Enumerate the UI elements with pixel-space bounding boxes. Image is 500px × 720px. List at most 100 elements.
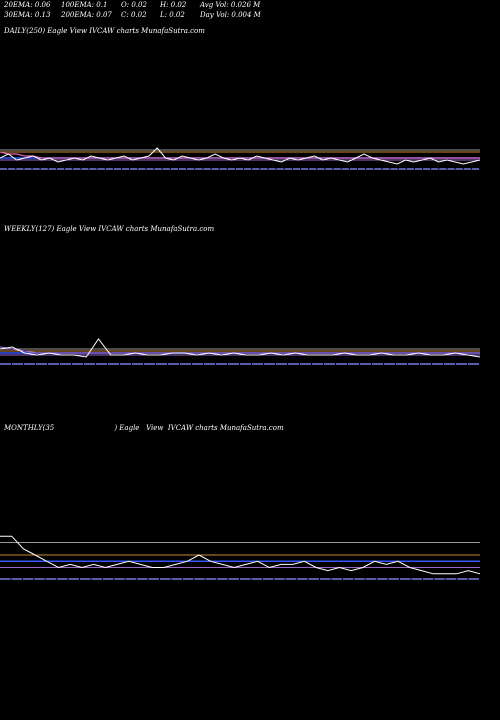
volume-bar bbox=[156, 363, 167, 365]
volume-bar bbox=[68, 578, 79, 580]
volume-bar bbox=[301, 168, 309, 170]
volume-bar bbox=[138, 168, 146, 170]
volume-bar bbox=[22, 578, 34, 580]
volume-bar bbox=[217, 578, 228, 580]
volume-bar bbox=[11, 578, 22, 580]
volume-bar bbox=[408, 363, 419, 365]
volume-bar bbox=[252, 363, 263, 365]
volume-bar bbox=[455, 168, 463, 170]
volume-bar bbox=[284, 168, 292, 170]
volume-bar bbox=[96, 363, 107, 365]
volume-bar bbox=[171, 578, 182, 580]
day-vol-label: Day Vol: 0.004 M bbox=[200, 11, 261, 19]
ema20-label: 20EMA: 0.06 bbox=[4, 1, 51, 9]
volume-bar bbox=[439, 168, 447, 170]
monthly-chart bbox=[0, 535, 481, 580]
volume-bar bbox=[268, 168, 276, 170]
volume-bar bbox=[309, 168, 317, 170]
volume-bar bbox=[292, 168, 301, 170]
volume-bar bbox=[297, 578, 308, 580]
close-label: C: 0.02 bbox=[121, 11, 147, 19]
volume-bar bbox=[444, 363, 455, 365]
ema200-label: 200EMA: 0.07 bbox=[61, 11, 112, 19]
low-label: L: 0.02 bbox=[160, 11, 185, 19]
volume-bar bbox=[228, 578, 239, 580]
volume-bar bbox=[252, 168, 260, 170]
volume-bar bbox=[244, 168, 252, 170]
monthly-chart-title: MONTHLY(35 ) Eagle View IVCAW charts Mun… bbox=[4, 424, 284, 432]
volume-bar bbox=[8, 168, 16, 170]
volume-bar bbox=[148, 578, 159, 580]
volume-bar bbox=[276, 363, 287, 365]
volume-bar bbox=[146, 168, 154, 170]
volume-bar bbox=[312, 363, 323, 365]
volume-bar bbox=[132, 363, 143, 365]
volume-bar bbox=[122, 168, 130, 170]
volume-bar bbox=[331, 578, 342, 580]
volume-bar bbox=[317, 168, 325, 170]
volume-bar bbox=[300, 363, 311, 365]
volume-bar bbox=[216, 363, 227, 365]
volume-bar bbox=[84, 363, 95, 365]
ema-line bbox=[0, 151, 480, 159]
volume-bar bbox=[324, 363, 335, 365]
volume-bar bbox=[447, 168, 455, 170]
volume-bar bbox=[89, 168, 97, 170]
volume-bar bbox=[445, 578, 457, 580]
volume-bar bbox=[0, 578, 11, 580]
price-line bbox=[0, 338, 481, 358]
volume-bar bbox=[16, 168, 24, 170]
volume-bar bbox=[73, 168, 81, 170]
price-line bbox=[0, 147, 481, 165]
volume-bar bbox=[195, 168, 203, 170]
volume-bar bbox=[342, 578, 354, 580]
volume-bar bbox=[81, 168, 89, 170]
volume-bar bbox=[40, 168, 48, 170]
volume-bar bbox=[162, 168, 170, 170]
volume-bar bbox=[60, 363, 71, 365]
volume-bar bbox=[349, 168, 357, 170]
volume-bar bbox=[357, 168, 366, 170]
volume-bar bbox=[325, 168, 333, 170]
weekly-chart-title: WEEKLY(127) Eagle View IVCAW charts Muna… bbox=[4, 225, 215, 233]
volume-bar bbox=[160, 578, 171, 580]
daily-chart-title: DAILY(250) Eagle View IVCAW charts Munaf… bbox=[4, 27, 205, 35]
daily-chart bbox=[0, 147, 481, 170]
volume-bar bbox=[180, 363, 191, 365]
volume-bar bbox=[178, 168, 187, 170]
ema-line bbox=[0, 346, 480, 354]
volume-bar bbox=[251, 578, 262, 580]
volume-bar bbox=[374, 168, 382, 170]
ema30-label: 30EMA: 0.13 bbox=[4, 11, 51, 19]
volume-bar bbox=[57, 578, 68, 580]
volume-bar bbox=[400, 578, 411, 580]
volume-bar bbox=[227, 168, 235, 170]
volume-bar bbox=[382, 168, 390, 170]
volume-bar bbox=[97, 168, 105, 170]
volume-bar bbox=[406, 168, 414, 170]
volume-bar bbox=[354, 578, 365, 580]
volume-bar bbox=[260, 168, 268, 170]
volume-bar bbox=[65, 168, 73, 170]
volume-bar bbox=[182, 578, 194, 580]
volume-bar bbox=[130, 168, 138, 170]
volume-bar bbox=[431, 168, 439, 170]
volume-bar bbox=[108, 363, 119, 365]
volume-bar bbox=[414, 168, 423, 170]
price-line bbox=[0, 535, 481, 575]
volume-bar bbox=[411, 578, 422, 580]
open-label: O: 0.02 bbox=[121, 1, 147, 9]
volume-bar bbox=[468, 363, 479, 365]
volume-bar bbox=[91, 578, 102, 580]
volume-bar bbox=[336, 363, 347, 365]
volume-bar bbox=[72, 363, 83, 365]
volume-bar bbox=[456, 363, 467, 365]
volume-bar bbox=[240, 363, 251, 365]
volume-bar bbox=[384, 363, 395, 365]
volume-bar bbox=[48, 168, 56, 170]
volume-bar bbox=[333, 168, 341, 170]
volume-bar bbox=[168, 363, 179, 365]
volume-bar bbox=[274, 578, 285, 580]
volume-bar bbox=[420, 363, 431, 365]
volume-bar bbox=[388, 578, 399, 580]
